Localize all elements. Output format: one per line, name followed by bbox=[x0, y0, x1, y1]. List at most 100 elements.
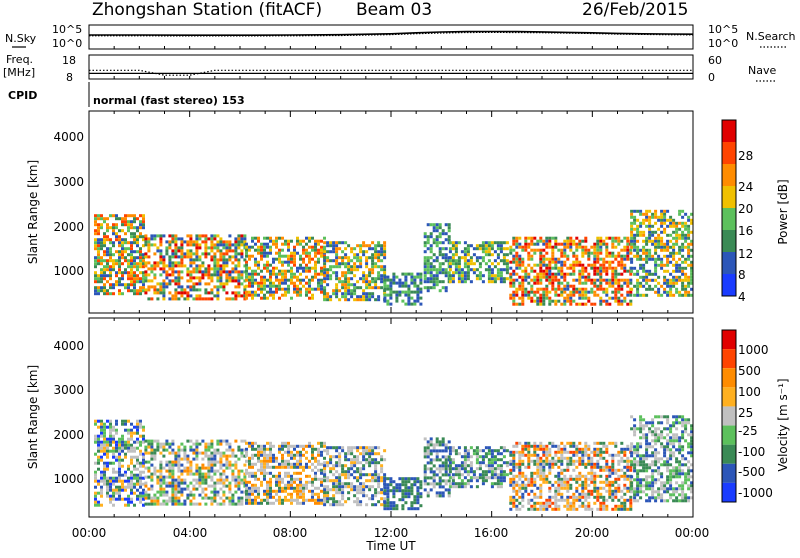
velocity-cell bbox=[436, 494, 439, 497]
power-cell bbox=[165, 252, 168, 255]
power-cell bbox=[225, 258, 228, 261]
power-cell bbox=[578, 297, 581, 300]
power-cell bbox=[245, 255, 248, 258]
velocity-cell bbox=[542, 505, 545, 508]
velocity-cell bbox=[353, 500, 356, 503]
power-cell bbox=[521, 300, 524, 303]
power-ytick-2000: 2000 bbox=[53, 220, 84, 234]
velocity-cell bbox=[121, 489, 124, 492]
power-cell bbox=[150, 234, 153, 237]
power-cell bbox=[512, 261, 515, 264]
velocity-cell bbox=[121, 420, 124, 423]
velocity-cell bbox=[509, 463, 512, 466]
velocity-cell bbox=[251, 454, 254, 457]
velocity-cell bbox=[329, 503, 332, 506]
power-cell bbox=[263, 297, 266, 300]
power-cell bbox=[430, 250, 433, 253]
power-cell bbox=[587, 297, 590, 300]
power-cell bbox=[542, 255, 545, 258]
power-cell bbox=[578, 288, 581, 291]
velocity-cell bbox=[476, 458, 479, 461]
velocity-cell bbox=[260, 466, 263, 469]
power-cell bbox=[681, 222, 684, 225]
power-cell bbox=[177, 237, 180, 240]
power-cell bbox=[359, 262, 362, 265]
power-cell bbox=[539, 303, 542, 306]
velocity-cell bbox=[192, 503, 195, 506]
velocity-cell bbox=[430, 482, 433, 485]
power-cell bbox=[359, 298, 362, 301]
velocity-cell bbox=[284, 466, 287, 469]
power-cell bbox=[287, 264, 290, 267]
power-cell bbox=[263, 276, 266, 279]
power-cell bbox=[219, 252, 222, 255]
power-cell bbox=[320, 249, 323, 252]
power-cell bbox=[672, 237, 675, 240]
velocity-cell bbox=[500, 476, 503, 479]
velocity-cell bbox=[103, 474, 106, 477]
power-cell bbox=[404, 303, 407, 306]
velocity-cell bbox=[103, 468, 106, 471]
velocity-cell bbox=[112, 498, 115, 501]
velocity-cell bbox=[539, 484, 542, 487]
velocity-cell bbox=[338, 455, 341, 458]
power-cell bbox=[350, 259, 353, 262]
velocity-cell bbox=[177, 455, 180, 458]
velocity-cell bbox=[569, 478, 572, 481]
power-cell bbox=[198, 279, 201, 282]
power-cell bbox=[251, 282, 254, 285]
power-cell bbox=[142, 220, 145, 223]
power-cell bbox=[317, 282, 320, 285]
power-cell bbox=[482, 250, 485, 253]
velocity-cell bbox=[106, 438, 109, 441]
velocity-cell bbox=[147, 494, 150, 497]
power-cell bbox=[341, 250, 344, 253]
power-cell bbox=[611, 240, 614, 243]
velocity-cell bbox=[121, 459, 124, 462]
velocity-cell bbox=[581, 454, 584, 457]
power-cell bbox=[521, 294, 524, 297]
power-cell bbox=[548, 237, 551, 240]
power-cell bbox=[515, 240, 518, 243]
power-cell bbox=[433, 277, 436, 280]
velocity-cell bbox=[563, 451, 566, 454]
noise-lines bbox=[89, 32, 693, 37]
velocity-cell bbox=[106, 465, 109, 468]
power-cell bbox=[467, 247, 470, 250]
velocity-cell bbox=[287, 466, 290, 469]
velocity-cell bbox=[272, 496, 275, 499]
velocity-cell bbox=[482, 458, 485, 461]
velocity-cell bbox=[243, 476, 246, 479]
power-cell bbox=[476, 268, 479, 271]
power-cell bbox=[347, 289, 350, 292]
velocity-cell bbox=[159, 473, 162, 476]
power-cell bbox=[651, 273, 654, 276]
power-cell bbox=[121, 283, 124, 286]
power-cell bbox=[554, 303, 557, 306]
power-cell bbox=[183, 240, 186, 243]
power-cell bbox=[293, 276, 296, 279]
velocity-cell bbox=[491, 482, 494, 485]
velocity-cell bbox=[130, 498, 133, 501]
power-cell bbox=[666, 291, 669, 294]
power-cell bbox=[442, 229, 445, 232]
velocity-cell bbox=[281, 460, 284, 463]
power-cell bbox=[536, 303, 539, 306]
velocity-cell bbox=[159, 452, 162, 455]
velocity-cell bbox=[491, 452, 494, 455]
power-cell bbox=[159, 285, 162, 288]
power-cell bbox=[503, 247, 506, 250]
velocity-cell bbox=[210, 479, 213, 482]
velocity-cell bbox=[383, 497, 386, 500]
power-cell bbox=[94, 286, 97, 289]
velocity-cell bbox=[509, 484, 512, 487]
power-cell bbox=[651, 255, 654, 258]
power-cell bbox=[275, 279, 278, 282]
power-cbar-swatch bbox=[722, 274, 736, 296]
velocity-cell bbox=[404, 492, 407, 495]
velocity-cell bbox=[136, 489, 139, 492]
velocity-cell bbox=[139, 492, 142, 495]
power-cell bbox=[192, 297, 195, 300]
power-cell bbox=[596, 261, 599, 264]
velocity-cell bbox=[533, 493, 536, 496]
